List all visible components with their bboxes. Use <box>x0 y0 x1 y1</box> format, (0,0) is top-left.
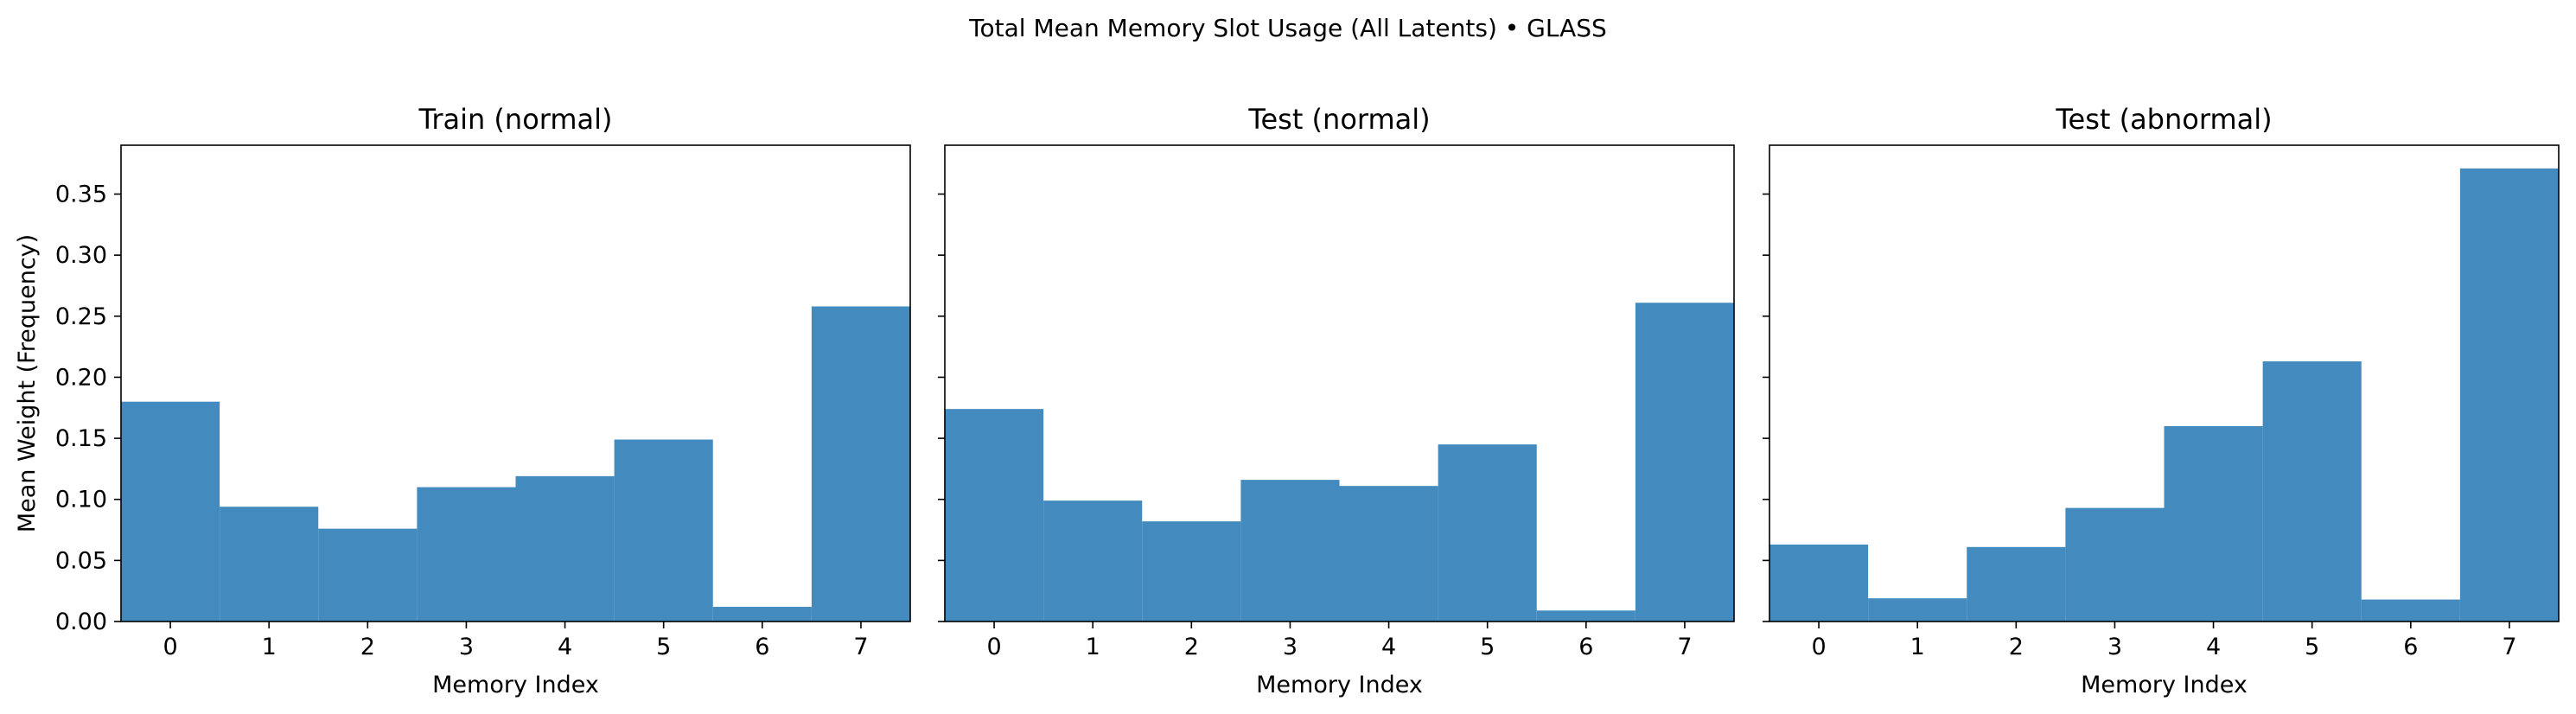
panel-title-1: Test (normal) <box>1247 103 1430 136</box>
bar-1-6 <box>1536 610 1636 622</box>
y-tick-label-2: 0.10 <box>55 487 107 513</box>
axes-frame-2 <box>1769 144 2560 622</box>
x-tick-label-0-3: 3 <box>459 634 474 660</box>
x-tick-label-0-2: 2 <box>360 634 375 660</box>
x-tick-label-2-6: 6 <box>2403 634 2418 660</box>
axes-frame-1 <box>944 144 1735 622</box>
bar-0-1 <box>220 507 319 622</box>
axes-frame-0 <box>120 144 911 622</box>
y-tick-label-3: 0.15 <box>55 425 107 452</box>
x-tick-label-2-2: 2 <box>2009 634 2024 660</box>
x-tick-label-1-1: 1 <box>1086 634 1100 660</box>
x-tick-label-0-5: 5 <box>656 634 671 660</box>
bar-0-5 <box>614 439 713 622</box>
x-tick-label-0-7: 7 <box>853 634 868 660</box>
chart-panel-0: 0 1 2 3 4 5 6 7 0.00 0.05 0.10 0.15 0.20 0.25 0.30 0.35… <box>14 103 911 698</box>
bar-1-1 <box>1043 500 1143 622</box>
x-tick-label-2-7: 7 <box>2502 634 2516 660</box>
bar-2-4 <box>2164 425 2263 622</box>
x-tick-label-1-7: 7 <box>1677 634 1692 660</box>
x-axis-label-1: Memory Index <box>1256 672 1423 698</box>
bar-0-2 <box>318 528 418 622</box>
y-tick-label-1: 0.05 <box>55 547 107 574</box>
x-tick-label-2-3: 3 <box>2107 634 2122 660</box>
bar-2-3 <box>2065 507 2165 622</box>
x-tick-label-0-6: 6 <box>755 634 769 660</box>
x-tick-label-1-0: 0 <box>986 634 1001 660</box>
bar-1-4 <box>1339 486 1438 622</box>
bar-0-0 <box>121 401 220 622</box>
chart-panel-1: 0 1 2 3 4 5 6 7 Test (normal) Memory Index <box>938 103 1735 698</box>
panel-title-0: Train (normal) <box>418 103 612 136</box>
bar-2-5 <box>2262 361 2362 622</box>
x-tick-label-2-1: 1 <box>1910 634 1925 660</box>
bar-2-1 <box>1868 598 1967 622</box>
bar-2-7 <box>2459 168 2559 622</box>
x-tick-label-0-0: 0 <box>163 634 177 660</box>
figure-suptitle: Total Mean Memory Slot Usage (All Latent… <box>968 14 1607 42</box>
x-axis-label-2: Memory Index <box>2081 672 2248 698</box>
x-tick-label-0-1: 1 <box>262 634 277 660</box>
y-axis-label: Mean Weight (Frequency) <box>14 234 41 532</box>
bar-0-3 <box>417 487 516 622</box>
y-tick-label-6: 0.30 <box>55 242 107 269</box>
x-axis-label-0: Memory Index <box>432 672 599 698</box>
bar-1-3 <box>1240 480 1340 622</box>
x-tick-label-1-6: 6 <box>1578 634 1593 660</box>
x-tick-label-1-2: 2 <box>1184 634 1199 660</box>
x-tick-label-2-5: 5 <box>2305 634 2319 660</box>
bar-1-0 <box>945 409 1044 622</box>
x-tick-label-1-3: 3 <box>1283 634 1298 660</box>
x-tick-label-2-0: 0 <box>1811 634 1826 660</box>
bar-0-7 <box>811 306 910 622</box>
bar-0-6 <box>712 607 812 622</box>
bar-2-6 <box>2361 599 2460 622</box>
y-tick-label-0: 0.00 <box>55 609 107 635</box>
y-tick-label-5: 0.25 <box>55 303 107 330</box>
y-tick-label-7: 0.35 <box>55 182 107 208</box>
chart-panel-2: 0 1 2 3 4 5 6 7 Test (abnormal) Memory Index <box>1763 103 2560 698</box>
x-tick-label-2-4: 4 <box>2206 634 2221 660</box>
bar-1-2 <box>1142 521 1241 622</box>
x-tick-label-1-4: 4 <box>1381 634 1396 660</box>
bar-2-0 <box>1769 544 1869 622</box>
x-tick-label-0-4: 4 <box>558 634 572 660</box>
y-tick-label-4: 0.20 <box>55 364 107 391</box>
bar-1-5 <box>1438 444 1537 622</box>
bar-0-4 <box>515 475 615 622</box>
bar-2-2 <box>1967 546 2066 622</box>
x-tick-label-1-5: 5 <box>1480 634 1495 660</box>
bar-1-7 <box>1635 303 1734 622</box>
panel-title-2: Test (abnormal) <box>2055 103 2272 136</box>
